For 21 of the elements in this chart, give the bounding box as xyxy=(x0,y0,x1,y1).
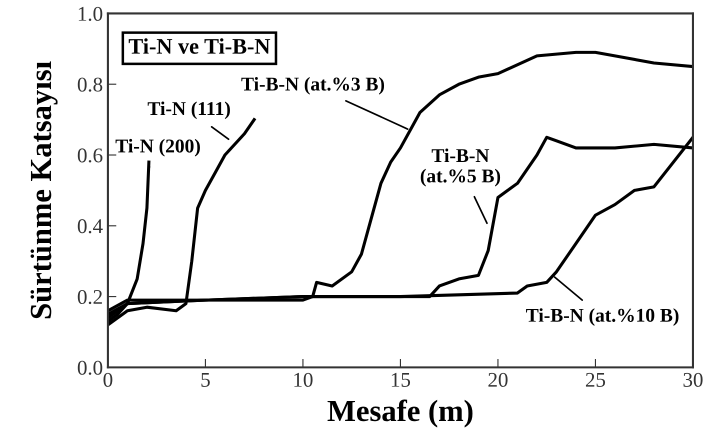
y-tick-label: 0.4 xyxy=(78,219,103,234)
y-tick-label: 1.0 xyxy=(78,6,102,21)
y-tick-label: 0.6 xyxy=(78,148,102,163)
annotation: Ti-N ve Ti-B-N xyxy=(128,38,270,54)
x-tick-label: 20 xyxy=(488,372,508,387)
annotation: Ti-B-N (at.%3 B) xyxy=(241,76,384,95)
x-tick-label: 15 xyxy=(392,372,410,387)
annotation: Ti-N (200) xyxy=(116,138,200,157)
annotation: Ti-B-N (at.%10 B) xyxy=(526,308,678,326)
y-tick-label: 0.0 xyxy=(78,360,102,375)
x-tick-label: 5 xyxy=(201,373,210,387)
annotation: Ti-B-N (at.%5 B) xyxy=(420,148,500,186)
y-tick-label: 0.8 xyxy=(78,78,102,92)
x-tick-label: 25 xyxy=(586,372,606,387)
x-tick-label: 0 xyxy=(104,372,112,387)
y-axis-title: Sürtünme Katsayısı xyxy=(30,61,58,318)
annotation: Ti-N (111) xyxy=(148,101,230,120)
x-tick-label: 10 xyxy=(294,372,313,387)
y-tick-label: 0.2 xyxy=(78,290,102,304)
x-axis-title: Mesafe (m) xyxy=(328,399,472,428)
x-tick-label: 30 xyxy=(684,372,703,387)
